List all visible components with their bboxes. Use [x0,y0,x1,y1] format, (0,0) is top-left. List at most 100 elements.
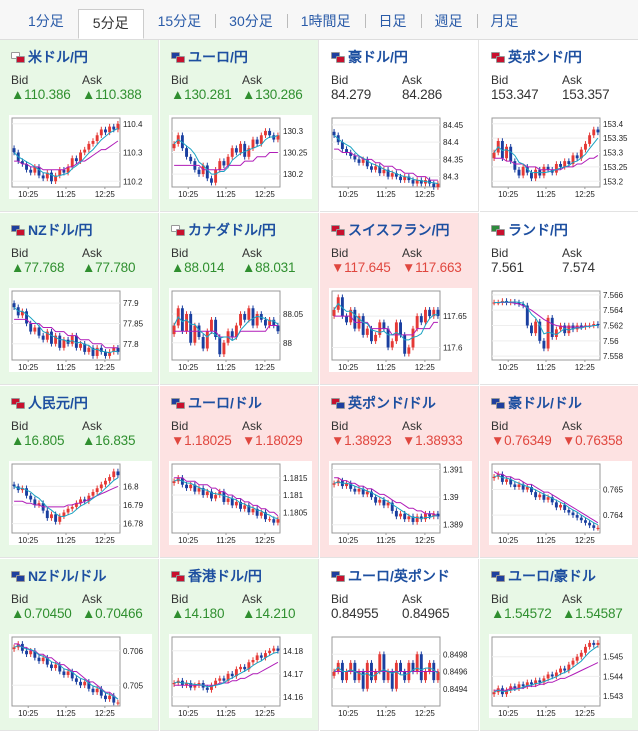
rate-card[interactable]: ランド/円 Bid Ask 7.561 7.574 7.566 7.564 7.562 7.56… [480,213,638,385]
mini-chart[interactable]: 77.9 77.85 77.8 10:25 11:25 12:25 [9,288,152,372]
mini-chart[interactable]: 16.8 16.79 16.78 10:25 11:25 12:25 [9,461,152,545]
mini-chart[interactable]: 117.65 117.6 10:25 11:25 12:25 [329,288,472,372]
rate-card-grid: 米ドル/円 Bid Ask ▲110.386 ▲110.388 110.4 110.3 110… [0,40,638,731]
rate-card[interactable]: NZドル/円 Bid Ask ▲77.768 ▲77.780 77.9 77.85 77.8 1… [0,213,159,385]
pair-name-link[interactable]: NZドル/ドル [11,568,107,584]
pair-name-link[interactable]: 米ドル/円 [11,49,88,65]
candle-body [180,308,184,332]
pair-name-link[interactable]: ユーロ/英ポンド [331,568,450,584]
candle-body [243,143,247,157]
candle-body [517,684,521,689]
bid-price: ▲16.805 [11,433,64,448]
tab-timeframe[interactable]: 30分足 [215,8,287,34]
y-tick-label: 88 [283,339,292,348]
candle-body [521,684,525,687]
y-tick-label: 77.9 [123,299,139,308]
rate-card[interactable]: カナダドル/円 Bid Ask ▲88.014 ▲88.031 88.05 88 10:25 1… [160,213,319,385]
rate-card[interactable]: スイスフラン/円 Bid Ask ▼117.645 ▼117.663 117.65 117.… [320,213,479,385]
tab-timeframe[interactable]: 5分足 [77,9,144,39]
candle-body [345,149,348,153]
moving-average-short-line [333,481,438,520]
candle-body [91,688,95,693]
rate-card[interactable]: ユーロ/英ポンド Bid Ask 0.84955 0.84965 0.8498 0.8496… [320,559,479,731]
rate-card[interactable]: ユーロ/ドル Bid Ask ▼1.18025 ▼1.18029 1.1815 1.181 1… [160,386,319,558]
tab-timeframe[interactable]: 1分足 [28,13,64,29]
mini-chart[interactable]: 0.706 0.705 10:25 11:25 12:25 [9,634,152,718]
candle-body [559,668,562,673]
bid-value: 0.84955 [331,606,379,621]
mini-chart[interactable]: 88.05 88 10:25 11:25 12:25 [169,288,312,372]
candle-body [272,519,276,523]
up-arrow-icon: ▲ [242,606,256,621]
candle-body [45,331,49,340]
y-tick-label: 117.65 [443,312,467,321]
tab-timeframe[interactable]: 日足 [364,8,421,34]
up-arrow-icon: ▲ [82,606,96,621]
pair-name-link[interactable]: 豪ドル/円 [331,49,408,65]
mini-chart[interactable]: 1.1815 1.181 1.1805 10:25 11:25 12:25 [169,461,312,545]
y-tick-label: 0.705 [123,681,144,690]
candle-body [214,495,218,499]
rate-card[interactable]: 米ドル/円 Bid Ask ▲110.386 ▲110.388 110.4 110.3 110… [0,40,159,212]
pair-name-link[interactable]: 英ポンド/ドル [331,395,436,411]
rate-card[interactable]: 人民元/円 Bid Ask ▲16.805 ▲16.835 16.8 16.79 16.78 1… [0,386,159,558]
pair-name-link[interactable]: 英ポンド/円 [491,49,582,65]
tab-timeframe[interactable]: 1時間足 [286,8,365,34]
pair-name-link[interactable]: 豪ドル/ドル [491,395,582,411]
candle-body [428,513,432,517]
mini-chart[interactable]: 84.45 84.4 84.35 84.3 10:25 11:25 12:25 [329,115,472,199]
moving-average-long-line [14,485,119,508]
moving-average-short-line [13,477,119,518]
candle-body [419,654,423,681]
mini-chart[interactable]: 0.765 0.764 10:25 11:25 12:25 [489,461,632,545]
mini-chart[interactable]: 1.391 1.39 1.389 10:25 11:25 12:25 [329,461,472,545]
rate-card[interactable]: 豪ドル/ドル Bid Ask ▼0.76349 ▼0.76358 0.765 0.764 10… [480,386,638,558]
tab-timeframe[interactable]: 週足 [420,8,477,34]
mini-chart[interactable]: 110.4 110.3 110.2 10:25 11:25 12:25 [9,115,152,199]
ask-value: 77.780 [95,260,136,275]
mini-chart[interactable]: 1.545 1.544 1.543 10:25 11:25 12:25 [489,634,632,718]
candle-body [513,686,517,689]
rate-card[interactable]: NZドル/ドル Bid Ask ▲0.70450 ▲0.70466 0.706 0.705 1… [0,559,159,731]
tab-timeframe[interactable]: 15分足 [157,13,202,29]
candle-body [264,319,267,326]
rate-card[interactable]: 豪ドル/円 Bid Ask 84.279 84.286 84.45 84.4 84.35 84.… [320,40,479,212]
mini-chart[interactable]: 7.566 7.564 7.562 7.56 7.558 10:25 11:25 12:25 [489,288,632,372]
rate-card[interactable]: 香港ドル/円 Bid Ask ▲14.180 ▲14.210 14.18 14.17 14.1… [160,559,319,731]
bid-price: 153.347 [491,87,539,102]
x-tick-label: 10:25 [18,709,39,718]
down-arrow-icon: ▼ [331,260,345,275]
pair-name-link[interactable]: ユーロ/円 [171,49,248,65]
plot-frame [171,290,281,361]
mini-chart[interactable]: 0.8498 0.8496 0.8494 10:25 11:25 12:25 [329,634,472,718]
candle-body [218,161,222,170]
pair-name-link[interactable]: 香港ドル/円 [171,568,262,584]
pair-name-link[interactable]: ユーロ/豪ドル [491,568,596,584]
candle-body [197,488,201,492]
candle-body [230,148,234,157]
rate-card[interactable]: ユーロ/円 Bid Ask ▲130.281 ▲130.286 130.3 130.25 13… [160,40,319,212]
tab-timeframe[interactable]: 月足 [476,8,533,34]
pair-name-link[interactable]: 人民元/円 [11,395,88,411]
mini-chart[interactable]: 130.3 130.25 130.2 10:25 11:25 12:25 [169,115,312,199]
candle-body [29,650,33,655]
rate-card[interactable]: 英ポンド/ドル Bid Ask ▼1.38923 ▼1.38933 1.391 1.39 1.… [320,386,479,558]
candle-body [33,327,37,332]
bid-price: ▲1.54572 [491,606,552,621]
rate-card[interactable]: 英ポンド/円 Bid Ask 153.347 153.357 153.4 153.35 153… [480,40,638,212]
candle-body [255,655,259,660]
pair-name-link[interactable]: NZドル/円 [11,222,93,238]
pair-name-link[interactable]: スイスフラン/円 [331,222,449,238]
candle-body [428,309,432,317]
plot-frame [171,463,281,534]
mini-chart[interactable]: 14.18 14.17 14.16 10:25 11:25 12:25 [169,634,312,718]
candle-body [411,516,415,522]
y-tick-label: 0.764 [603,511,624,520]
x-tick-label: 11:25 [216,709,236,718]
pair-name-link[interactable]: カナダドル/円 [171,222,276,238]
pair-name-link[interactable]: ランド/円 [491,222,568,238]
candle-body [567,325,571,334]
pair-name-link[interactable]: ユーロ/ドル [171,395,262,411]
rate-card[interactable]: ユーロ/豪ドル Bid Ask ▲1.54572 ▲1.54587 1.545 1.544 1… [480,559,638,731]
mini-chart[interactable]: 153.4 153.35 153.3 153.25 153.2 10:25 11:25 12:… [489,115,632,199]
